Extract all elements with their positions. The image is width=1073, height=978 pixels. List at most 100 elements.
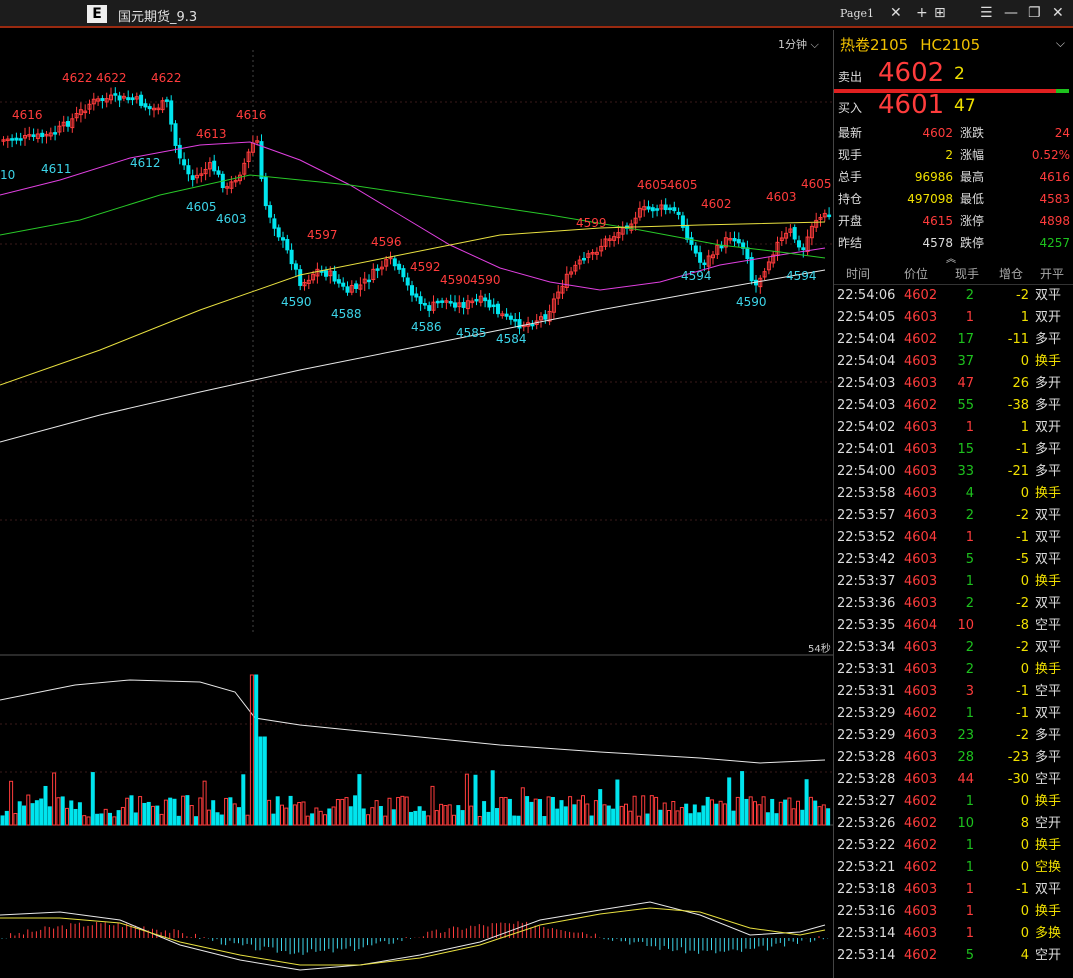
price-label-low: 4594 xyxy=(681,269,712,283)
tick-time: 22:53:16 xyxy=(837,904,896,919)
tick-row[interactable]: 22:53:42 4603 5 -5 双平 xyxy=(834,549,1073,571)
tick-row[interactable]: 22:53:28 4603 28 -23 多平 xyxy=(834,747,1073,769)
chart-area[interactable]: 4622 4622 4622 4616 4613 4616 4597 4596 4592 4590… xyxy=(0,30,833,978)
tick-row[interactable]: 22:54:06 4602 2 -2 双平 xyxy=(834,285,1073,307)
tick-type: 换手 xyxy=(1035,794,1062,809)
tick-row[interactable]: 22:53:31 4603 2 0 换手 xyxy=(834,659,1073,681)
volume-bar xyxy=(452,814,456,826)
tick-row[interactable]: 22:53:58 4603 4 0 换手 xyxy=(834,483,1073,505)
ask-price[interactable]: 4602 xyxy=(878,58,945,88)
candle xyxy=(315,268,320,277)
volume-bar xyxy=(271,813,276,826)
price-label-high: 4602 xyxy=(701,197,732,211)
candle xyxy=(405,277,410,286)
tick-time: 22:53:37 xyxy=(837,574,896,589)
tick-oi-change: 0 xyxy=(1020,574,1029,589)
tick-volume: 1 xyxy=(965,574,974,589)
candle xyxy=(169,100,174,125)
candle xyxy=(457,302,462,308)
volume-bar xyxy=(17,801,22,826)
candle xyxy=(706,255,711,267)
add-icon[interactable]: + xyxy=(916,5,928,21)
volume-bar xyxy=(202,780,207,826)
tick-row[interactable]: 22:54:04 4602 17 -11 多平 xyxy=(834,329,1073,351)
period-selector[interactable]: 1分钟 ⌵ xyxy=(778,36,819,52)
stat-label: 现手 xyxy=(838,148,863,162)
chevron-down-icon[interactable]: ⌵ xyxy=(1055,36,1065,50)
tick-time: 22:53:26 xyxy=(837,816,896,831)
volume-bar xyxy=(791,808,796,826)
volume-bar xyxy=(331,806,336,826)
tick-row[interactable]: 22:53:57 4603 2 -2 双平 xyxy=(834,505,1073,527)
volume-bar xyxy=(353,795,358,826)
volume-bar xyxy=(116,810,121,826)
grid-layout-icon[interactable]: ⊞ xyxy=(934,5,946,21)
tick-row[interactable]: 22:53:28 4603 44 -30 空平 xyxy=(834,769,1073,791)
close-icon[interactable]: ✕ xyxy=(890,5,902,21)
volume-bar xyxy=(662,802,667,826)
tick-row[interactable]: 22:53:14 4603 1 0 多换 xyxy=(834,923,1073,945)
tick-row[interactable]: 22:54:03 4602 55 -38 多平 xyxy=(834,395,1073,417)
tick-row[interactable]: 22:53:16 4603 1 0 换手 xyxy=(834,901,1073,923)
tick-row[interactable]: 22:54:00 4603 33 -21 多平 xyxy=(834,461,1073,483)
volume-bar xyxy=(770,798,775,826)
tick-type: 换手 xyxy=(1035,838,1062,853)
volume-bar xyxy=(280,804,284,826)
tick-oi-change: 0 xyxy=(1020,486,1029,501)
tick-row[interactable]: 22:54:04 4603 37 0 换手 xyxy=(834,351,1073,373)
tick-row[interactable]: 22:53:26 4602 10 8 空开 xyxy=(834,813,1073,835)
candle xyxy=(646,206,651,210)
tick-row[interactable]: 22:53:14 4602 5 4 空开 xyxy=(834,945,1073,967)
volume-bar xyxy=(679,807,684,826)
candle xyxy=(642,206,647,211)
candle xyxy=(18,138,23,141)
candle xyxy=(152,107,156,111)
restore-icon[interactable]: ❐ xyxy=(1028,5,1041,21)
tick-row[interactable]: 22:54:03 4603 47 26 多开 xyxy=(834,373,1073,395)
candle xyxy=(633,217,638,224)
candle xyxy=(349,285,354,293)
candle xyxy=(96,98,101,102)
tick-row[interactable]: 22:54:05 4603 1 1 双开 xyxy=(834,307,1073,329)
close-window-icon[interactable]: ✕ xyxy=(1052,5,1064,21)
tick-row[interactable]: 22:53:35 4604 10 -8 空平 xyxy=(834,615,1073,637)
candle xyxy=(113,93,118,96)
tick-row[interactable]: 22:53:21 4602 1 0 空换 xyxy=(834,857,1073,879)
tick-row[interactable]: 22:53:36 4603 2 -2 双平 xyxy=(834,593,1073,615)
bid-price[interactable]: 4601 xyxy=(878,90,945,120)
tick-row[interactable]: 22:53:52 4604 1 -1 双平 xyxy=(834,527,1073,549)
tick-row[interactable]: 22:54:02 4603 1 1 双开 xyxy=(834,417,1073,439)
stat-label: 总手 xyxy=(838,170,863,184)
symbol-selector[interactable]: 热卷2105 HC2105 xyxy=(840,34,980,55)
volume-bar xyxy=(215,812,220,826)
volume-bar xyxy=(361,808,366,826)
volume-bar xyxy=(327,808,332,826)
tick-row[interactable]: 22:53:29 4602 1 -1 双平 xyxy=(834,703,1073,725)
tab-page1[interactable]: Page1 xyxy=(840,7,875,20)
tick-row[interactable]: 22:53:22 4602 1 0 换手 xyxy=(834,835,1073,857)
price-label-high: 4599 xyxy=(576,216,607,230)
price-label-high: 4622 xyxy=(62,71,93,85)
tick-row[interactable]: 22:53:37 4603 1 0 换手 xyxy=(834,571,1073,593)
volume-bar xyxy=(26,794,31,826)
tick-row[interactable]: 22:53:31 4603 3 -1 空平 xyxy=(834,681,1073,703)
volume-bar xyxy=(181,795,186,826)
volume-bar xyxy=(198,797,203,826)
symbol-code: HC2105 xyxy=(920,36,981,54)
volume-bar xyxy=(374,800,379,826)
tick-row[interactable]: 22:53:18 4603 1 -1 双平 xyxy=(834,879,1073,901)
minimize-icon[interactable]: — xyxy=(1004,5,1018,21)
tick-row[interactable]: 22:53:29 4603 23 -2 多平 xyxy=(834,725,1073,747)
candle xyxy=(607,238,612,241)
tick-type: 空换 xyxy=(1035,860,1062,875)
tick-row[interactable]: 22:53:27 4602 1 0 换手 xyxy=(834,791,1073,813)
collapse-icon[interactable]: ︽ xyxy=(946,254,956,265)
tick-row[interactable]: 22:53:34 4603 2 -2 双平 xyxy=(834,637,1073,659)
tick-volume: 1 xyxy=(965,530,974,545)
tick-row[interactable]: 22:54:01 4603 15 -1 多平 xyxy=(834,439,1073,461)
tick-time: 22:53:28 xyxy=(837,772,896,787)
menu-icon[interactable]: ☰ xyxy=(980,5,993,21)
candle xyxy=(207,162,212,170)
candle xyxy=(328,270,333,277)
